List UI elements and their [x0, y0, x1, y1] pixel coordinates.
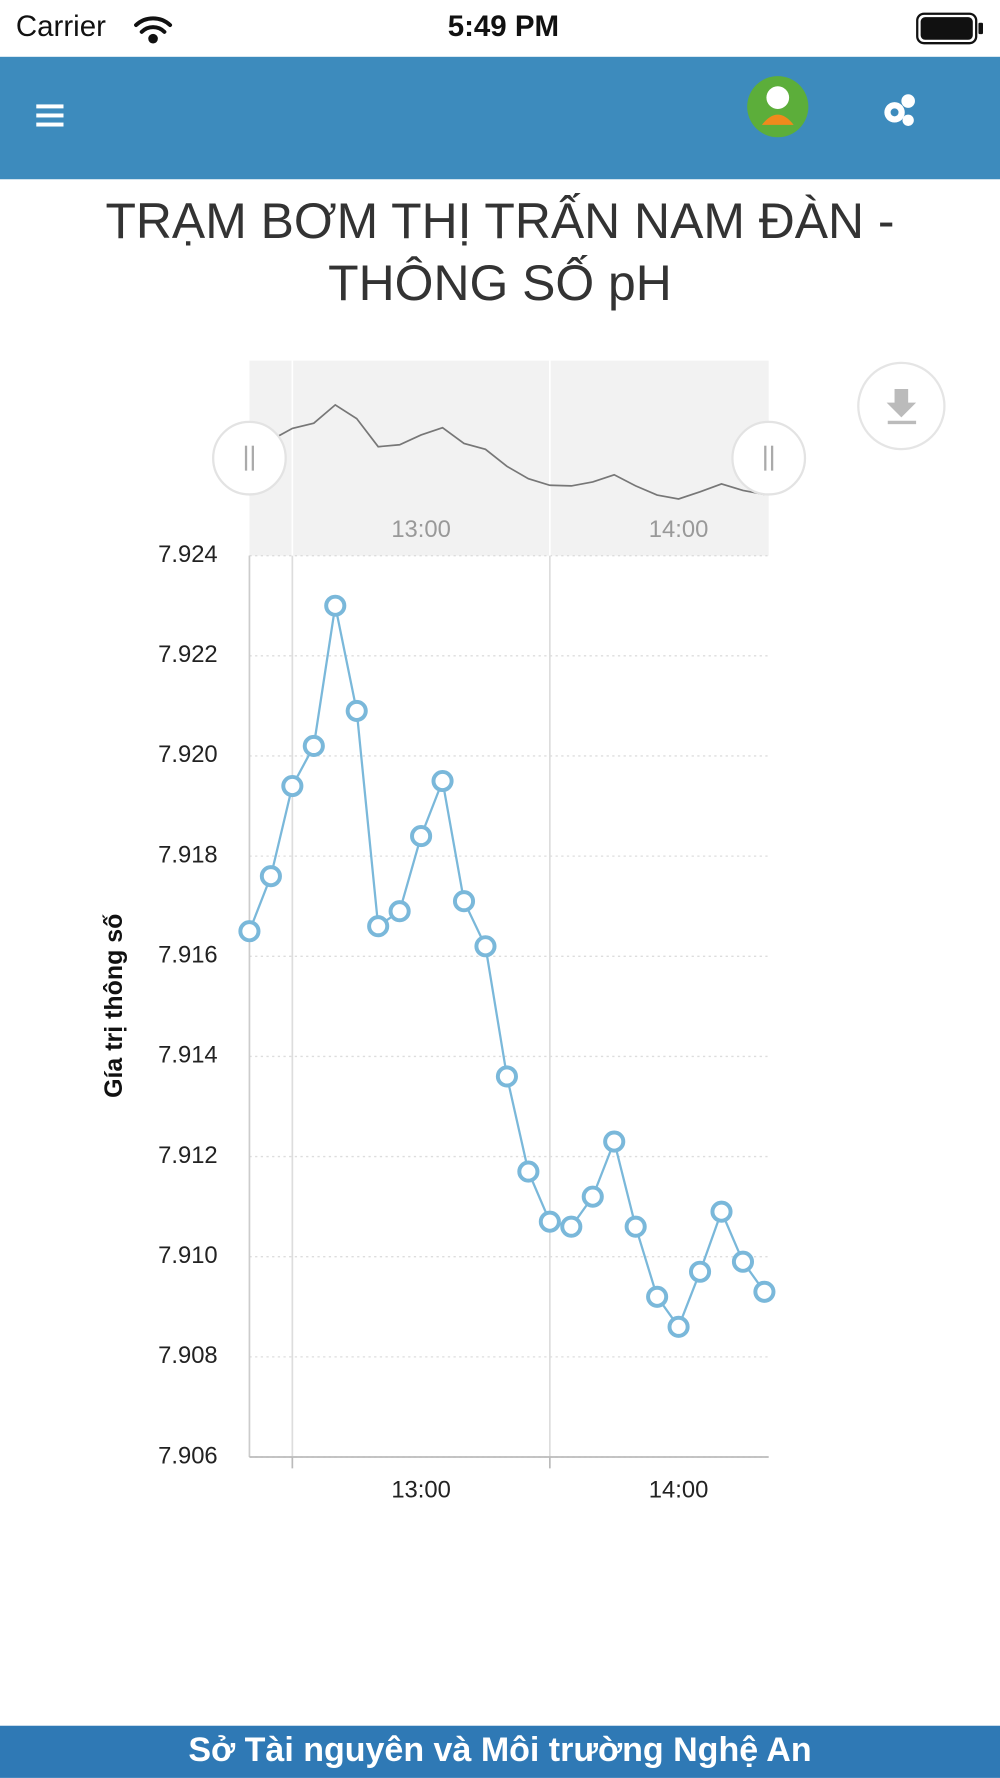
- data-point: [517, 1160, 540, 1183]
- footer-text: Sở Tài nguyên và Môi trường Nghệ An: [188, 1731, 811, 1769]
- data-point: [731, 1250, 755, 1273]
- data-point: [710, 1200, 733, 1223]
- data-point: [646, 1285, 669, 1308]
- carrier: Carrier: [16, 10, 106, 43]
- navigator-background: [249, 360, 769, 556]
- navigator-tick-label: 14:00: [649, 516, 709, 543]
- navigator-line: [249, 403, 765, 500]
- handle-knob: [212, 420, 287, 496]
- menu-button[interactable]: [36, 104, 64, 127]
- wifi-icon: [134, 16, 173, 44]
- data-point: [345, 699, 368, 722]
- chart-title: TRẠM BƠM THỊ TRẤN NAM ĐÀN -: [105, 193, 894, 249]
- y-tick-label: 7.908: [158, 1342, 218, 1369]
- status-bar: [0, 0, 1000, 57]
- y-tick-label: 7.922: [158, 641, 218, 668]
- data-point: [388, 900, 411, 923]
- y-tick-label: 7.920: [158, 741, 218, 768]
- y-tick-label: 7.914: [158, 1042, 218, 1069]
- data-point: [238, 920, 261, 943]
- y-tick-label: 7.910: [158, 1242, 218, 1269]
- data-point: [302, 734, 325, 758]
- data-point: [259, 865, 282, 888]
- data-point: [452, 890, 476, 913]
- chart-title: THÔNG SỐ pH: [328, 254, 672, 311]
- data-point: [324, 594, 347, 617]
- data-point: [753, 1280, 776, 1303]
- x-tick-label: 13:00: [391, 1476, 451, 1503]
- data-point: [367, 915, 390, 938]
- settings-button[interactable]: [884, 94, 915, 126]
- footer: [0, 1725, 1000, 1778]
- navigator-handle[interactable]: [731, 420, 807, 496]
- clock: 5:49 PM: [448, 10, 559, 43]
- data-point: [431, 769, 454, 793]
- app-header: [0, 56, 1000, 180]
- navigator-handle[interactable]: [212, 420, 287, 496]
- data-point: [667, 1315, 690, 1338]
- data-point: [538, 1210, 561, 1233]
- handle-knob: [731, 420, 807, 496]
- data-point: [688, 1260, 712, 1283]
- data-point: [410, 825, 433, 848]
- y-tick-label: 7.912: [158, 1142, 218, 1169]
- y-tick-label: 7.916: [158, 942, 218, 969]
- data-point: [560, 1215, 583, 1238]
- data-point: [603, 1130, 626, 1153]
- y-tick-label: 7.924: [158, 541, 218, 568]
- data-point: [581, 1185, 604, 1208]
- data-point: [624, 1215, 647, 1238]
- battery-icon: [916, 12, 983, 45]
- data-point: [474, 935, 497, 958]
- data-point: [281, 774, 304, 798]
- user-avatar[interactable]: [747, 76, 809, 138]
- y-axis-label: Gía trị thông số: [100, 914, 128, 1098]
- y-tick-label: 7.918: [158, 841, 218, 868]
- data-point: [495, 1065, 518, 1088]
- data-line: [248, 605, 766, 1330]
- download-button[interactable]: [857, 361, 946, 451]
- y-tick-label: 7.906: [158, 1442, 218, 1469]
- x-tick-label: 14:00: [649, 1476, 709, 1503]
- navigator-tick-label: 13:00: [391, 516, 451, 543]
